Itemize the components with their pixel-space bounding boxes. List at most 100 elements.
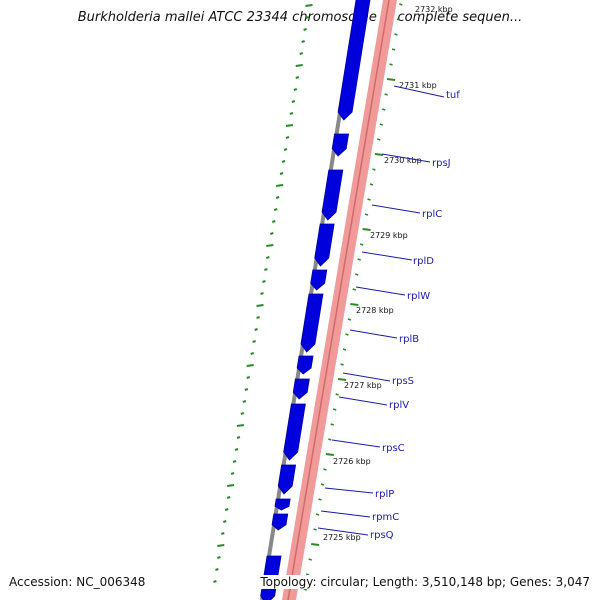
gc-tick bbox=[250, 352, 254, 355]
ruler-tick bbox=[362, 228, 371, 231]
gc-tick bbox=[256, 304, 264, 307]
gc-tick bbox=[295, 64, 303, 67]
ruler-tick bbox=[347, 318, 352, 321]
cds-feature bbox=[271, 513, 289, 531]
gc-tick bbox=[285, 136, 290, 139]
gene-label-rpsJ: rpsJ bbox=[432, 158, 451, 169]
cds-feature bbox=[283, 403, 306, 461]
gene-label-rpsC: rpsC bbox=[382, 443, 405, 454]
ruler-tick bbox=[328, 438, 332, 441]
gc-tick bbox=[224, 508, 229, 511]
cds-feature bbox=[292, 378, 310, 400]
cds-feature bbox=[331, 133, 350, 157]
reverse-cds-track bbox=[282, 0, 397, 600]
gc-tick bbox=[246, 364, 254, 367]
gc-tick bbox=[240, 412, 245, 415]
gene-label-rplV: rplV bbox=[389, 400, 409, 411]
gc-tick bbox=[293, 88, 298, 91]
gc-tick bbox=[230, 472, 235, 475]
gene-label-tuf: tuf bbox=[446, 90, 460, 101]
gc-tick bbox=[217, 556, 221, 559]
gc-tick bbox=[281, 160, 286, 163]
gc-tick bbox=[242, 400, 247, 403]
gc-tick bbox=[291, 100, 296, 103]
gc-tick bbox=[289, 112, 294, 115]
gc-tick bbox=[264, 268, 268, 271]
ruler-tick bbox=[337, 378, 347, 381]
ruler-tick bbox=[377, 138, 381, 141]
ruler-tick bbox=[318, 498, 322, 501]
ruler-tick bbox=[357, 258, 361, 261]
gc-tick bbox=[279, 172, 284, 175]
accession-label: Accession: NC_006348 bbox=[9, 575, 146, 589]
ruler-tick bbox=[330, 423, 334, 426]
kbp-label: 2730 kbp bbox=[384, 156, 422, 165]
ruler-tick bbox=[374, 153, 383, 156]
ruler-tick bbox=[372, 168, 376, 171]
gc-tick bbox=[299, 52, 303, 55]
map-title: Burkholderia mallei ATCC 23344 chromosom… bbox=[77, 10, 523, 25]
ruler-tick bbox=[394, 33, 398, 36]
gc-skew-track bbox=[213, 4, 313, 583]
gc-tick bbox=[220, 532, 225, 535]
ruler-tick bbox=[386, 78, 396, 81]
cds-feature bbox=[274, 498, 291, 511]
gc-tick bbox=[215, 568, 219, 571]
gc-tick bbox=[301, 40, 305, 43]
ruler-tick bbox=[355, 273, 359, 276]
kbp-label: 2726 kbp bbox=[333, 457, 371, 466]
ruler-tick bbox=[313, 528, 317, 531]
gene-label-rpsS: rpsS bbox=[392, 376, 414, 387]
gc-tick bbox=[273, 208, 278, 211]
ruler-tick bbox=[367, 198, 371, 201]
ruler-tick bbox=[340, 363, 344, 366]
ruler-tick bbox=[396, 18, 401, 21]
gc-tick bbox=[260, 292, 264, 295]
gc-tick bbox=[275, 196, 280, 199]
gc-tick bbox=[236, 436, 241, 439]
cds-feature bbox=[296, 355, 314, 375]
kbp-label: 2728 kbp bbox=[356, 306, 394, 315]
ruler-tick bbox=[325, 453, 334, 456]
kbp-label: 2729 kbp bbox=[370, 231, 408, 240]
ruler-tick bbox=[364, 213, 369, 216]
kbp-label: 2732 kbp bbox=[415, 5, 453, 14]
ruler-tick bbox=[384, 93, 388, 96]
gc-tick bbox=[226, 496, 231, 499]
gene-labels: tuf rpsJ rplC rplD rplW rplB rpsS rplV r… bbox=[370, 90, 460, 541]
ruler-tick bbox=[332, 408, 337, 411]
cds-feature bbox=[321, 169, 344, 221]
gene-leader-lines bbox=[317, 85, 445, 536]
gene-label-rplP: rplP bbox=[375, 489, 394, 500]
ruler-tick bbox=[308, 558, 312, 561]
kbp-labels: 2732 kbp 2731 kbp 2730 kbp 2729 kbp 2728… bbox=[323, 5, 453, 542]
ruler-tick bbox=[350, 303, 359, 306]
gc-tick bbox=[305, 4, 313, 7]
gc-tick bbox=[226, 484, 235, 487]
gene-label-rplD: rplD bbox=[413, 256, 434, 267]
ruler-tick bbox=[359, 243, 364, 246]
cds-feature bbox=[277, 464, 297, 495]
ruler-tick bbox=[381, 108, 386, 111]
gc-tick bbox=[271, 220, 276, 223]
gene-label-rplB: rplB bbox=[399, 334, 419, 345]
gc-tick bbox=[285, 124, 294, 127]
gc-tick bbox=[275, 184, 284, 187]
gene-label-rpsQ: rpsQ bbox=[370, 530, 394, 541]
gc-tick bbox=[305, 16, 309, 19]
ruler-tick bbox=[399, 3, 403, 6]
gene-label-rplW: rplW bbox=[407, 291, 430, 302]
topology-label: Topology: circular; Length: 3,510,148 bp… bbox=[256, 575, 590, 589]
ruler-tick bbox=[391, 48, 396, 51]
ruler-tick bbox=[315, 513, 320, 516]
gc-tick bbox=[222, 520, 227, 523]
gc-tick bbox=[266, 256, 270, 259]
gc-tick bbox=[244, 388, 249, 391]
gc-tick bbox=[254, 328, 258, 331]
ruler-tick bbox=[320, 483, 325, 486]
gene-label-rplC: rplC bbox=[422, 209, 442, 220]
gc-tick bbox=[269, 232, 274, 235]
ruler-tick bbox=[379, 123, 383, 126]
ruler-tick bbox=[306, 573, 310, 576]
